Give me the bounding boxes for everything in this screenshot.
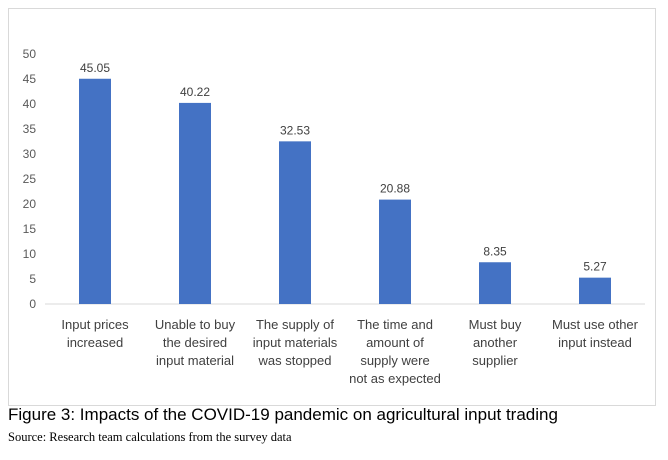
bar: [79, 78, 111, 304]
x-category-label-line: supplier: [472, 353, 518, 368]
x-category-label-line: The time and: [357, 317, 433, 332]
data-label: 40.22: [180, 85, 210, 99]
x-category-label-line: The supply of: [256, 317, 334, 332]
data-label: 5.27: [583, 260, 607, 274]
x-category-label-line: input materials: [253, 335, 338, 350]
x-category-label: The supply of input materials was stopped: [253, 317, 338, 368]
x-category-label-line: not as expected: [349, 371, 441, 386]
data-label: 32.53: [280, 123, 310, 137]
bar: [179, 102, 211, 305]
x-category-label-line: was stopped: [258, 353, 332, 368]
x-category-label-line: Must buy: [469, 317, 522, 332]
bar: [279, 141, 311, 304]
figure-caption: Figure 3: Impacts of the COVID-19 pandem…: [8, 405, 558, 424]
y-tick-label: 20: [23, 197, 37, 211]
x-category-label: Must buy another supplier: [469, 317, 522, 368]
x-category-label: Must use other input instead: [552, 317, 639, 350]
data-label: 20.88: [380, 182, 410, 196]
bar: [579, 277, 611, 304]
y-tick-label: 30: [23, 147, 37, 161]
bar-chart: 0 5 10 15 20 25 30 35 40 45 50 45.05 Input prices inc…: [23, 47, 645, 386]
data-label: 45.05: [80, 61, 110, 75]
x-category-label: Input prices increased: [61, 317, 129, 350]
y-tick-label: 0: [29, 297, 36, 311]
chart-frame: [8, 8, 656, 406]
figure-source: Source: Research team calculations from …: [8, 430, 292, 444]
x-category-label: The time and amount of supply were not as e…: [349, 317, 441, 386]
x-category-label-line: increased: [67, 335, 123, 350]
y-tick-label: 15: [23, 222, 37, 236]
y-tick-label: 10: [23, 247, 37, 261]
x-category-label-line: amount of: [366, 335, 424, 350]
x-category-label-line: the desired: [163, 335, 227, 350]
y-tick-label: 25: [23, 172, 37, 186]
x-category-label-line: another: [473, 335, 518, 350]
x-category-label-line: Input prices: [61, 317, 129, 332]
x-category-label: Unable to buy the desired input material: [155, 317, 236, 368]
y-tick-label: 50: [23, 47, 37, 61]
y-tick-label: 45: [23, 72, 37, 86]
x-category-label-line: input material: [156, 353, 234, 368]
y-tick-label: 5: [29, 272, 36, 286]
x-category-label-line: Must use other: [552, 317, 639, 332]
y-tick-label: 40: [23, 97, 37, 111]
bar: [379, 199, 411, 304]
x-category-label-line: supply were: [360, 353, 429, 368]
bar: [479, 262, 511, 304]
x-category-label-line: Unable to buy: [155, 317, 236, 332]
x-category-label-line: input instead: [558, 335, 632, 350]
data-label: 8.35: [483, 244, 507, 258]
y-tick-label: 35: [23, 122, 37, 136]
